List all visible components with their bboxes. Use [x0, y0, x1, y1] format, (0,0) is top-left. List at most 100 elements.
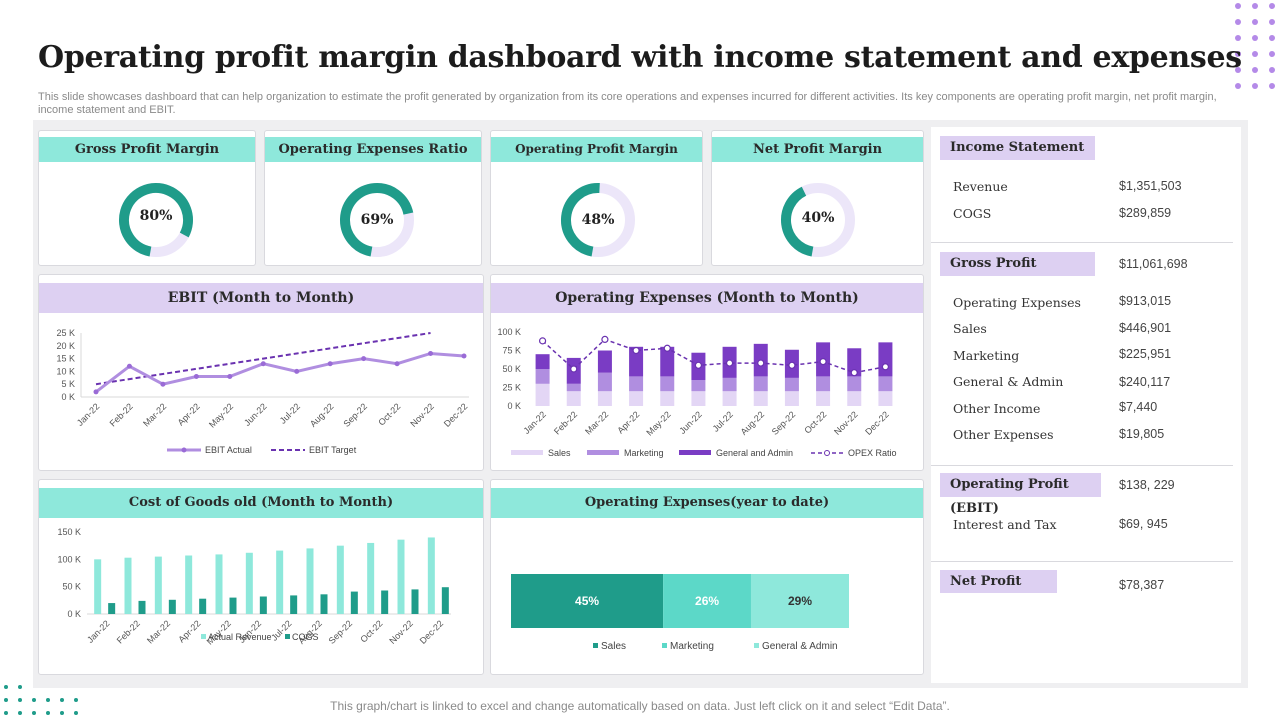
series-line-opex-ratio	[542, 338, 886, 374]
y-tick-label: 100 K	[497, 327, 521, 337]
is-row-label: COGS	[953, 206, 992, 221]
is-heading-operating-profit: Operating Profit (EBIT)	[940, 473, 1101, 516]
is-row-value: $240,117	[1119, 375, 1171, 389]
x-tick-label: Mar-22	[583, 409, 610, 436]
is-heading-income-statement: Income Statement	[940, 136, 1095, 160]
divider	[931, 242, 1233, 243]
x-tick-label: Apr-22	[176, 618, 202, 644]
legend-swatch-cogs	[285, 634, 290, 639]
data-label: 29%	[788, 594, 812, 608]
is-row-label: Interest and Tax	[953, 517, 1057, 532]
bar-actual-revenue	[154, 556, 162, 614]
bar-actual-revenue	[245, 552, 253, 614]
x-tick-label: Nov-22	[387, 618, 415, 646]
bar-marketing	[691, 380, 706, 392]
bar-actual-revenue	[185, 555, 193, 614]
y-tick-label: 10 K	[56, 366, 75, 376]
legend-label: Marketing	[624, 448, 664, 458]
data-point-opex-ratio	[694, 361, 703, 369]
bar-cogs	[290, 595, 298, 614]
is-row-value: $446,901	[1119, 321, 1172, 335]
gauge-fill-arc	[781, 186, 814, 257]
bar-marketing	[535, 369, 550, 384]
y-tick-label: 0 K	[61, 392, 75, 402]
x-tick-label: Oct-22	[358, 618, 384, 644]
legend-label: COGS	[292, 632, 319, 642]
bar-sales	[535, 383, 550, 406]
legend-label: Actual Revenue	[208, 632, 272, 642]
bar-marketing	[847, 376, 862, 392]
bar-cogs	[350, 591, 358, 614]
bar-general-and-admin	[878, 342, 893, 377]
kpi-card-operating-expenses-ratio: Operating Expenses Ratio 69%	[264, 130, 482, 266]
is-row-label: Other Income	[953, 401, 1041, 416]
y-tick-label: 150 K	[57, 527, 81, 537]
opex-ytd-chart-card: Operating Expenses(year to date) 45% 26% 2…	[490, 479, 924, 675]
legend-marker	[181, 447, 187, 453]
legend-marker	[824, 450, 830, 456]
is-row-label: Marketing	[953, 348, 1020, 363]
bar-marketing	[784, 377, 799, 392]
x-tick-label: Sep-22	[327, 618, 355, 646]
x-tick-label: Dec-22	[442, 401, 470, 429]
bar-cogs	[320, 594, 328, 614]
bar-sales	[753, 391, 768, 406]
bar-marketing	[878, 376, 893, 392]
bar-marketing	[660, 376, 675, 392]
data-point-opex-ratio	[819, 357, 827, 366]
x-tick-label: Feb-22	[552, 409, 579, 436]
y-tick-label: 0 K	[67, 609, 81, 619]
y-tick-label: 20 K	[56, 341, 75, 351]
legend-label: EBIT Target	[309, 445, 357, 455]
is-row-value: $69, 945	[1119, 517, 1168, 531]
x-tick-label: May-22	[207, 401, 235, 429]
x-tick-label: Oct-22	[376, 401, 402, 427]
is-row-value: $1,351,503	[1119, 179, 1182, 193]
is-heading-value: $11,061,698	[1119, 257, 1188, 271]
kpi-card-operating-profit-margin: Operating Profit Margin 48%	[490, 130, 703, 266]
legend-swatch	[662, 643, 667, 648]
x-tick-label: Jul-22	[278, 401, 302, 425]
y-tick-label: 25 K	[56, 328, 75, 338]
data-point-ebit-actual	[160, 381, 166, 387]
data-point-opex-ratio	[881, 363, 890, 371]
bar-sales	[691, 391, 706, 406]
x-tick-label: Jul-22	[711, 409, 735, 433]
bar-sales	[878, 391, 893, 406]
legend-label: Marketing	[670, 641, 714, 652]
x-tick-label: Aug-22	[739, 409, 767, 437]
bar-sales	[566, 391, 581, 406]
cogs-bar-chart: 150 K 100 K 50 K 0 K Jan-22 Feb-22 Mar-22 Apr-2…	[57, 527, 451, 647]
x-tick-label: Nov-22	[832, 409, 860, 437]
data-point-opex-ratio	[725, 359, 734, 367]
x-tick-label: Mar-22	[145, 618, 172, 645]
y-tick-label: 5 K	[61, 379, 75, 389]
is-row-value: $7,440	[1119, 400, 1158, 414]
y-tick-label: 100 K	[57, 554, 81, 564]
bar-cogs	[381, 590, 389, 614]
is-heading-net-profit: Net Profit	[940, 570, 1057, 593]
x-tick-label: May-22	[644, 409, 672, 437]
divider	[931, 561, 1233, 562]
gauge-value: 40%	[801, 210, 835, 226]
gauge-fill-arc	[119, 183, 193, 257]
bar-sales	[597, 391, 612, 406]
bar-marketing	[566, 383, 581, 392]
data-point-ebit-actual	[126, 363, 132, 369]
is-row-value: $289,859	[1119, 206, 1172, 220]
bar-cogs	[199, 598, 207, 614]
bar-sales	[784, 391, 799, 406]
gauge-ring	[119, 183, 193, 257]
bar-cogs	[108, 603, 116, 614]
bar-sales	[847, 391, 862, 406]
x-tick-label: Feb-22	[108, 401, 135, 428]
is-heading-value: $78,387	[1119, 578, 1165, 592]
legend-swatch	[754, 643, 759, 648]
divider	[931, 465, 1233, 466]
page-title: Operating profit margin dashboard with i…	[38, 40, 1242, 75]
page-subtitle: This slide showcases dashboard that can …	[38, 91, 1217, 116]
data-point-opex-ratio	[570, 365, 578, 373]
is-row-value: $913,015	[1119, 294, 1172, 308]
x-tick-label: Dec-22	[863, 409, 891, 437]
